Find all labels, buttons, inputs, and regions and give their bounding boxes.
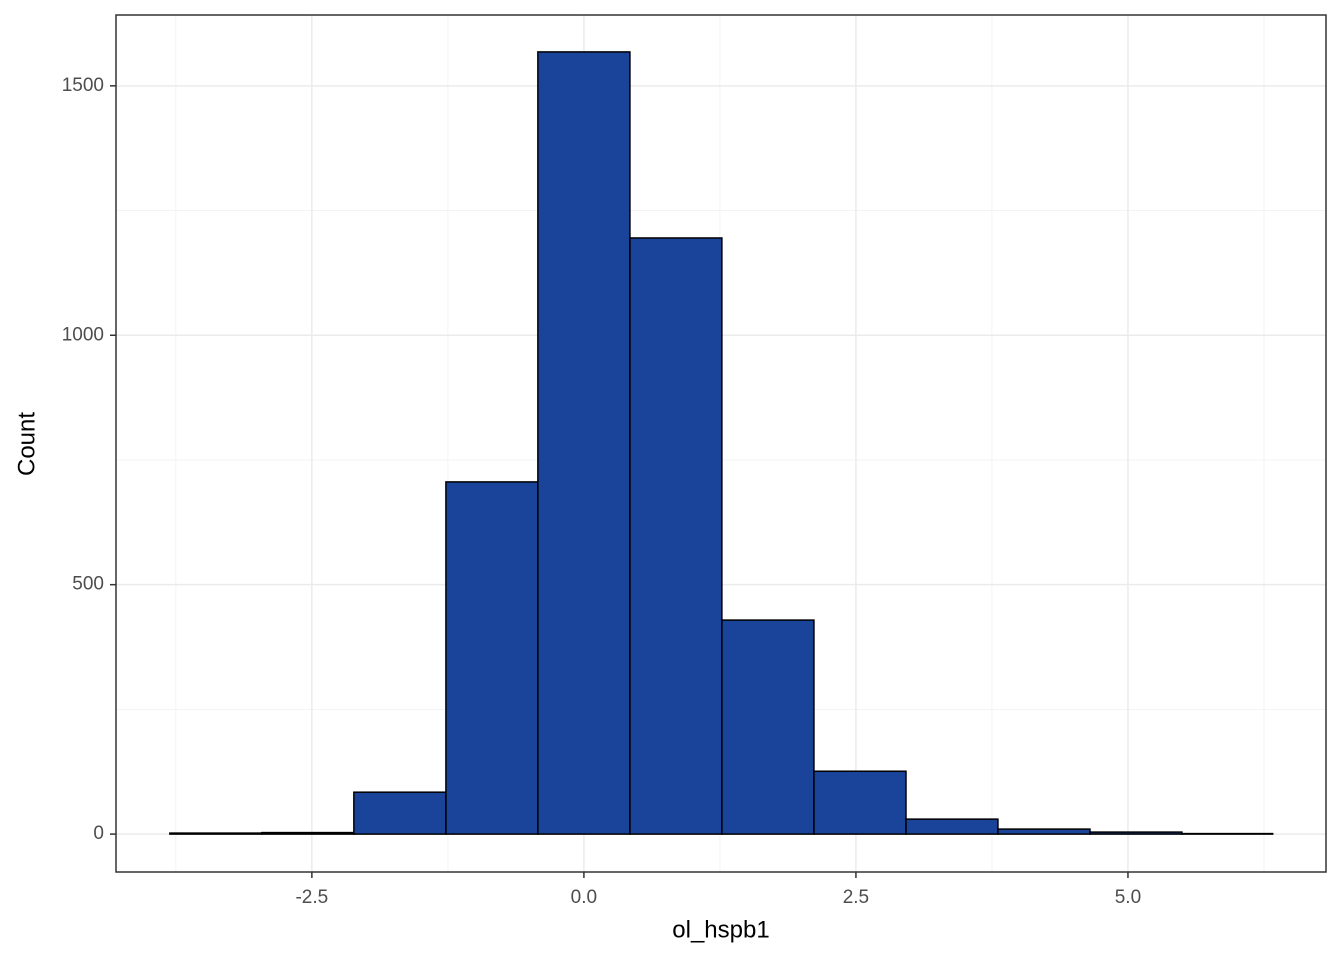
y-tick-label: 0 bbox=[93, 823, 104, 844]
x-tick-label: 0.0 bbox=[571, 887, 597, 908]
bar bbox=[721, 619, 815, 835]
panel-border bbox=[115, 14, 1327, 873]
x-tick-label: -2.5 bbox=[295, 887, 328, 908]
bar bbox=[997, 828, 1091, 835]
bar bbox=[813, 770, 907, 835]
y-tick-label: 500 bbox=[72, 574, 104, 595]
x-tick-label: 5.0 bbox=[1115, 887, 1141, 908]
y-axis-title: Count bbox=[13, 412, 40, 476]
y-tick-label: 1500 bbox=[62, 75, 104, 96]
bar bbox=[537, 51, 631, 835]
bar bbox=[629, 237, 723, 835]
bar bbox=[353, 791, 447, 835]
y-tick-label: 1000 bbox=[62, 324, 104, 345]
x-tick-label: 2.5 bbox=[843, 887, 869, 908]
bar bbox=[261, 831, 355, 835]
bar bbox=[1089, 831, 1183, 835]
bar bbox=[169, 832, 263, 835]
x-axis-title: ol_hspb1 bbox=[672, 916, 769, 943]
bar bbox=[445, 481, 539, 835]
bar bbox=[905, 818, 999, 835]
